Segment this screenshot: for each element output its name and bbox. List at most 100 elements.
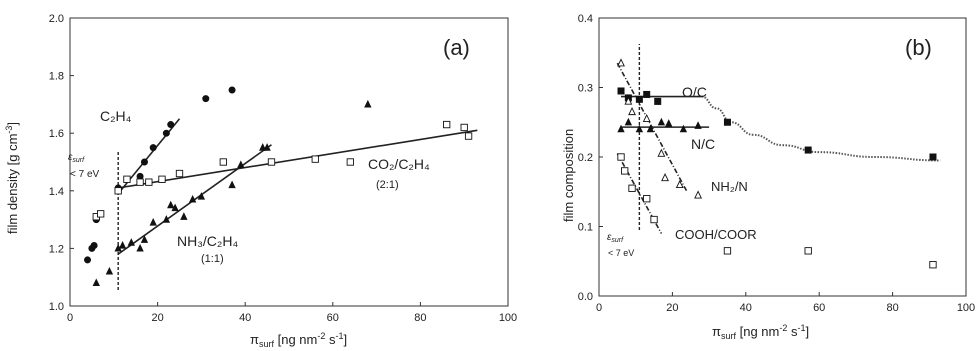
data-point bbox=[665, 119, 673, 127]
panel-a-plot-frame bbox=[69, 17, 509, 307]
x-close: ] bbox=[344, 332, 348, 347]
x-tick-label: 60 bbox=[813, 302, 825, 314]
bx-exp2: -1 bbox=[798, 323, 806, 333]
bx-end: s bbox=[787, 324, 798, 339]
x-tick-label: 20 bbox=[666, 302, 678, 314]
bx-close: ] bbox=[806, 324, 810, 339]
data-point bbox=[136, 243, 144, 252]
panel-a-ylabel: film density [g cm-3] bbox=[4, 122, 20, 234]
y-tick-label: 0.0 bbox=[578, 291, 593, 303]
x-tick-label: 80 bbox=[414, 312, 426, 324]
panel-a-threshold-label: εsurf bbox=[68, 152, 85, 164]
panel-b-axis-ticks: 0 20 40 60 80 100 0.0 0.1 0.2 0.3 0.4 bbox=[578, 13, 975, 314]
data-point bbox=[624, 117, 633, 126]
threshold-sub: surf bbox=[72, 157, 85, 164]
annotation-nh3-c2h4: NH₃/C₂H₄ bbox=[177, 233, 238, 249]
data-point bbox=[162, 215, 171, 223]
data-point bbox=[804, 146, 812, 154]
data-point bbox=[661, 173, 669, 182]
x-sub: surf bbox=[259, 339, 275, 349]
panel-b-data-points bbox=[617, 58, 937, 269]
annotation-c2h4: C₂H₄ bbox=[100, 108, 132, 124]
x-tick-label: 0 bbox=[596, 302, 602, 314]
data-point bbox=[171, 203, 179, 212]
data-point bbox=[657, 148, 666, 157]
x-tick-label: 60 bbox=[327, 312, 339, 324]
data-point bbox=[657, 117, 666, 126]
panel-a-axis-ticks: 0 20 40 60 80 100 1.0 1.2 1.4 1.6 1.8 2.0 bbox=[49, 13, 517, 324]
data-point bbox=[723, 118, 731, 126]
data-point bbox=[460, 123, 468, 132]
data-point bbox=[167, 121, 175, 129]
annotation-co2-ratio: (2:1) bbox=[376, 179, 399, 191]
data-point bbox=[643, 195, 651, 203]
data-point bbox=[654, 97, 662, 105]
y-tick-label: 1.0 bbox=[49, 301, 64, 313]
x-tick-label: 0 bbox=[67, 312, 73, 324]
y-tick-label: 1.4 bbox=[49, 186, 64, 198]
data-point bbox=[127, 238, 135, 246]
data-point bbox=[228, 180, 236, 189]
data-point bbox=[929, 261, 937, 269]
fit-line bbox=[118, 129, 478, 189]
data-point bbox=[237, 160, 245, 168]
bx-pi: π bbox=[712, 324, 721, 339]
data-point bbox=[123, 175, 131, 183]
data-point bbox=[84, 256, 92, 264]
x-pi: π bbox=[250, 332, 259, 347]
data-point bbox=[118, 241, 127, 249]
x-end: s bbox=[325, 332, 336, 347]
panel-a-data-points bbox=[84, 86, 473, 287]
data-point bbox=[97, 210, 105, 218]
annotation-oc: O/C bbox=[682, 84, 707, 100]
threshold-epsilon: ε bbox=[68, 152, 73, 163]
y-tick-label: 1.8 bbox=[49, 71, 64, 83]
panel-a-label: (a) bbox=[443, 35, 470, 60]
x-tick-label: 100 bbox=[499, 312, 517, 324]
data-point bbox=[105, 266, 114, 275]
data-point bbox=[158, 175, 166, 183]
data-point bbox=[929, 153, 937, 161]
fit-line bbox=[117, 144, 272, 255]
fit-line bbox=[616, 62, 688, 193]
data-point bbox=[145, 178, 153, 186]
y-tick-label: 1.6 bbox=[49, 128, 64, 140]
data-point bbox=[650, 215, 658, 224]
x-tick-label: 80 bbox=[886, 302, 898, 314]
data-point bbox=[646, 124, 655, 133]
x-tick-label: 20 bbox=[151, 312, 163, 324]
x-tick-label: 40 bbox=[740, 302, 752, 314]
y-tick-label: 1.2 bbox=[49, 243, 64, 255]
data-point bbox=[804, 247, 812, 255]
y-exp: -3 bbox=[4, 126, 14, 134]
panel-b-label: (b) bbox=[905, 35, 932, 60]
annotation-nh3-ratio: (1:1) bbox=[201, 253, 224, 265]
data-point bbox=[92, 278, 100, 287]
data-point bbox=[167, 200, 175, 209]
data-point bbox=[90, 242, 98, 250]
annotation-co2-c2h4: CO₂/C₂H₄ bbox=[368, 156, 430, 172]
data-point bbox=[228, 86, 236, 94]
panel-a-fit-lines bbox=[117, 118, 478, 255]
x-tick-label: 40 bbox=[239, 312, 251, 324]
data-point bbox=[635, 124, 644, 133]
data-point bbox=[617, 58, 625, 67]
data-point bbox=[149, 144, 157, 152]
data-point bbox=[175, 169, 184, 178]
data-point bbox=[628, 184, 636, 192]
y-main: film density [g cm bbox=[5, 134, 20, 234]
data-point bbox=[219, 158, 227, 166]
annotation-nh2n: NH₂/N bbox=[711, 179, 748, 194]
data-point bbox=[180, 212, 188, 220]
data-point bbox=[114, 187, 122, 195]
data-point bbox=[140, 235, 149, 243]
threshold-epsilon-b: ε bbox=[607, 232, 612, 243]
data-point bbox=[136, 178, 144, 186]
data-point bbox=[617, 87, 625, 95]
data-point bbox=[346, 158, 354, 166]
panel-b-oc-trend-curve bbox=[701, 95, 941, 162]
panel-b-ylabel: film composition bbox=[561, 129, 576, 222]
y-tick-label: 0.4 bbox=[578, 13, 593, 25]
data-point bbox=[259, 143, 267, 151]
